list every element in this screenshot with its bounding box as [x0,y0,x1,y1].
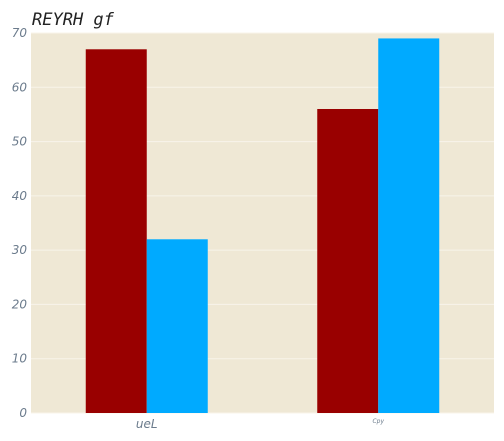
x-tick-label: ueL [136,417,158,431]
bar-ueL-series-1 [85,49,147,414]
bar-Cpy-series-2 [378,38,440,414]
bar-ueL-series-2 [146,239,208,413]
chart-title: REYRH gf [32,10,115,30]
bars [85,38,440,414]
y-tick-label: 20 [12,297,28,311]
y-tick-label: 50 [12,135,28,149]
y-tick-label: 60 [12,80,28,94]
y-tick-label: 40 [12,189,28,203]
x-tick-label: Cpy [372,418,384,425]
x-axis: ueL Cpy [136,417,385,431]
y-tick-label: 70 [12,26,28,40]
y-tick-label: 0 [19,406,27,420]
y-tick-label: 10 [12,352,28,366]
y-tick-label: 30 [12,243,28,257]
y-axis: 0 10 20 30 40 50 60 70 [12,26,28,420]
bar-Cpy-series-1 [317,109,379,413]
